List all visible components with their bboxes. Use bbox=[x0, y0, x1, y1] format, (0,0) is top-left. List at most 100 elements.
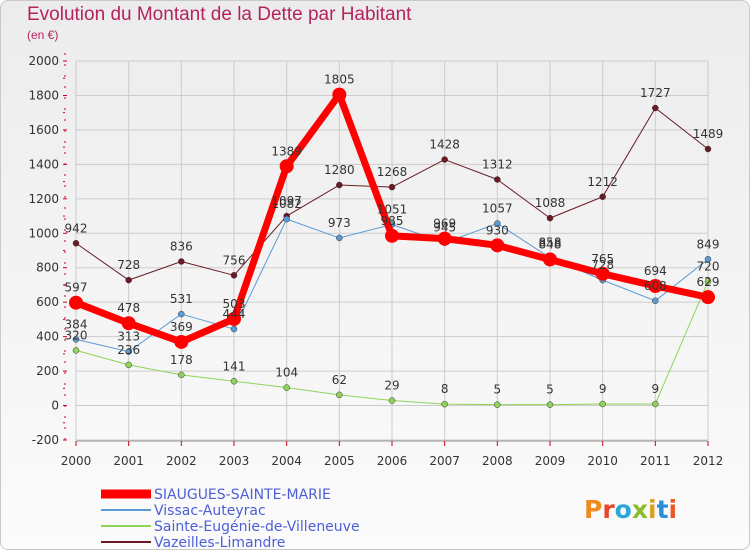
x-tick-label: 2010 bbox=[587, 454, 618, 468]
data-label: 62 bbox=[332, 373, 347, 387]
data-point bbox=[230, 272, 238, 279]
data-label: 836 bbox=[170, 240, 193, 254]
data-point bbox=[174, 334, 189, 349]
data-point bbox=[121, 316, 136, 331]
y-tick-label: 800 bbox=[36, 261, 59, 275]
x-tick-label: 2011 bbox=[640, 454, 671, 468]
y-tick-label: 200 bbox=[36, 364, 59, 378]
data-point bbox=[388, 183, 396, 191]
data-point bbox=[332, 87, 347, 102]
data-point bbox=[546, 214, 554, 222]
data-label: 1088 bbox=[535, 196, 566, 210]
data-point bbox=[283, 215, 290, 223]
data-label: 104 bbox=[275, 366, 298, 380]
data-label: 1312 bbox=[482, 158, 513, 172]
data-label: 9 bbox=[599, 382, 607, 396]
data-label: 1805 bbox=[324, 73, 355, 87]
data-label: 1280 bbox=[324, 163, 355, 177]
data-point bbox=[283, 384, 290, 391]
x-tick-label: 2006 bbox=[377, 454, 408, 468]
data-point bbox=[72, 347, 80, 354]
data-label: 945 bbox=[433, 221, 456, 235]
data-point bbox=[441, 400, 448, 408]
data-label: 29 bbox=[384, 379, 399, 393]
data-point bbox=[178, 258, 185, 265]
data-point bbox=[543, 252, 557, 267]
y-tick-label: 1400 bbox=[28, 157, 59, 171]
x-tick-label: 2008 bbox=[482, 454, 513, 468]
data-point bbox=[441, 156, 448, 163]
data-point bbox=[652, 104, 659, 112]
data-label: 756 bbox=[223, 253, 246, 267]
y-tick-label: 1800 bbox=[28, 88, 59, 102]
data-label: 1057 bbox=[482, 201, 513, 215]
data-point bbox=[69, 295, 83, 310]
data-label: 369 bbox=[170, 320, 193, 334]
data-point bbox=[704, 278, 712, 285]
data-label: 1727 bbox=[640, 86, 671, 100]
x-tick-label: 2007 bbox=[429, 454, 460, 468]
data-point bbox=[385, 228, 399, 243]
x-tick-label: 2005 bbox=[324, 454, 355, 468]
data-point bbox=[490, 238, 505, 253]
data-label: 720 bbox=[697, 260, 720, 274]
y-tick-label: 1000 bbox=[28, 226, 59, 240]
x-tick-label: 2002 bbox=[166, 454, 197, 468]
data-label: 969 bbox=[433, 217, 456, 231]
data-label: 478 bbox=[117, 301, 140, 315]
data-point bbox=[652, 400, 659, 408]
legend-label: Vazeilles-Limandre bbox=[154, 535, 285, 549]
x-tick-label: 2009 bbox=[535, 454, 566, 468]
y-tick-label: 1200 bbox=[28, 192, 59, 206]
x-tick-label: 2012 bbox=[693, 454, 724, 468]
data-label: 629 bbox=[697, 275, 720, 289]
data-labels: 942 728 836 756 1097 1280 1268 1428 1312 1088 1212… bbox=[65, 73, 724, 397]
data-label: 9 bbox=[652, 382, 660, 396]
data-label: 1489 bbox=[693, 127, 724, 141]
data-label: 1097 bbox=[271, 194, 302, 208]
data-point bbox=[125, 276, 132, 284]
data-point bbox=[704, 256, 712, 263]
data-point bbox=[701, 290, 715, 305]
data-label: 1082 bbox=[271, 197, 302, 211]
data-point bbox=[599, 193, 606, 201]
data-point bbox=[599, 400, 606, 408]
data-point bbox=[336, 391, 343, 399]
data-point bbox=[648, 278, 663, 293]
data-point bbox=[595, 266, 610, 281]
data-point bbox=[230, 325, 238, 333]
data-label: 320 bbox=[65, 328, 88, 342]
series-lines bbox=[69, 87, 715, 408]
data-label: 1389 bbox=[271, 144, 302, 158]
data-point bbox=[437, 231, 452, 246]
data-point bbox=[652, 297, 659, 305]
data-label: 694 bbox=[644, 264, 667, 278]
data-point bbox=[178, 310, 185, 318]
logo-letter: i bbox=[669, 495, 678, 524]
data-label: 236 bbox=[117, 343, 140, 357]
proxiti-logo: Proxiti bbox=[584, 495, 677, 524]
x-tick-label: 2000 bbox=[61, 454, 92, 468]
data-point bbox=[178, 371, 185, 379]
legend-label: Vissac-Auteyrac bbox=[154, 503, 266, 519]
y-tick-label: 400 bbox=[36, 330, 59, 344]
data-point bbox=[227, 311, 241, 326]
logo-letter: o bbox=[615, 495, 632, 524]
x-tick-label: 2001 bbox=[113, 454, 144, 468]
data-point bbox=[494, 176, 501, 183]
data-label: 531 bbox=[170, 292, 193, 306]
data-label: 848 bbox=[539, 237, 562, 251]
data-point bbox=[704, 145, 712, 153]
data-point bbox=[279, 159, 294, 174]
y-tick-label: -200 bbox=[32, 433, 59, 447]
data-label: 849 bbox=[697, 237, 720, 251]
data-label: 858 bbox=[539, 236, 562, 250]
data-point bbox=[336, 181, 343, 189]
legend-label: SIAUGUES-SAINTE-MARIE bbox=[154, 487, 331, 503]
logo-letter: t bbox=[657, 495, 669, 524]
logo-letter: i bbox=[648, 495, 657, 524]
data-label: 1268 bbox=[377, 165, 408, 179]
data-point bbox=[388, 397, 396, 404]
